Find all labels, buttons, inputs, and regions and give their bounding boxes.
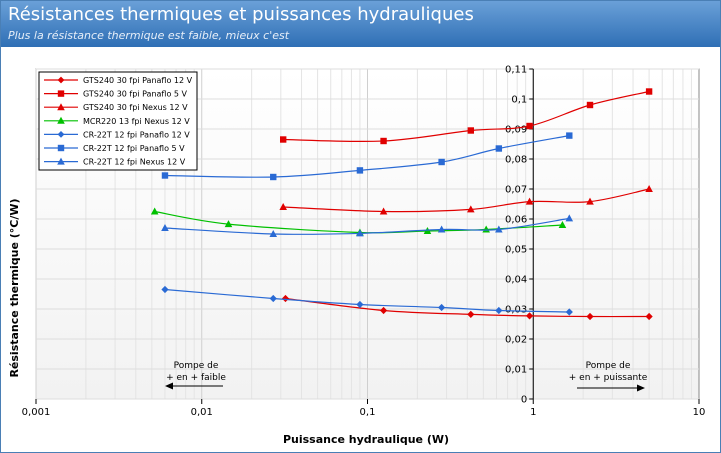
data-point: [495, 145, 503, 152]
x-tick-label: 0,01: [191, 407, 213, 418]
legend-entry: CR-22T 12 fpi Nexus 12 V: [83, 158, 186, 167]
data-point: [356, 229, 364, 237]
data-point: [526, 122, 533, 130]
data-point: [356, 300, 364, 309]
legend-marker: [57, 103, 65, 111]
arrow-left-icon: [165, 382, 223, 390]
data-point: [380, 137, 387, 145]
data-point: [558, 221, 567, 228]
data-point: [279, 203, 287, 210]
data-point: [482, 225, 490, 233]
data-point: [566, 132, 573, 139]
legend: GTS240 30 fpi Panaflo 12 V GTS240 30 fpi …: [38, 71, 198, 171]
arrow-right-icon: [577, 384, 645, 392]
y-axis-label: Résistance thermique (°C/W): [8, 198, 21, 377]
legend-marker: [57, 144, 65, 152]
legend-entry: GTS240 30 fpi Panaflo 12 V: [83, 76, 193, 85]
data-point: [150, 207, 159, 215]
data-point: [161, 224, 169, 231]
annotation-right-line2: + en + puissante: [569, 373, 648, 383]
header-bar: Résistances thermiques et puissances hyd…: [1, 1, 720, 47]
y-tick-label: 0,05: [505, 245, 527, 256]
annotations: Pompe de + en + faible Pompe de + en + p…: [165, 361, 648, 392]
y-tick-label: 0,09: [505, 125, 527, 136]
data-point: [281, 294, 290, 303]
data-point: [356, 167, 364, 174]
legend-entry: CR-22T 12 fpi Panaflo 12 V: [83, 130, 190, 139]
data-point: [495, 225, 503, 233]
legend-entry: GTS240 30 fpi Nexus 12 V: [83, 103, 188, 112]
y-tick-label: 0: [521, 395, 527, 406]
data-point: [437, 225, 446, 233]
data-point: [270, 173, 277, 181]
legend-entry: GTS240 30 fpi Panaflo 5 V: [83, 90, 188, 99]
chart-area: 0,001 0,01 0,1 1 1000,010,020,030,040,050,06…: [8, 65, 706, 447]
series: [281, 294, 653, 321]
data-point: [224, 220, 233, 228]
data-point: [438, 303, 446, 312]
x-tick-label: 0,1: [360, 407, 376, 418]
series-line: [164, 217, 570, 236]
data-point: [565, 308, 573, 316]
annotation-left-line2: + en + faible: [166, 373, 226, 383]
data-point: [565, 214, 574, 222]
y-tick-label: 0,01: [505, 365, 527, 376]
y-tick-label: 0,1: [511, 95, 527, 106]
y-tick-label: 0,08: [505, 155, 527, 166]
data-point: [467, 127, 475, 134]
y-tick-label: 0,07: [505, 185, 527, 196]
legend-marker: [57, 157, 65, 165]
x-tick-label: 0,001: [22, 407, 51, 418]
data-point: [379, 306, 388, 315]
data-point: [438, 158, 445, 166]
y-tick-label: 0,11: [505, 65, 527, 76]
x-axis-label: Puissance hydraulique (W): [283, 433, 449, 446]
data-point: [467, 310, 475, 318]
legend-marker: [57, 116, 65, 124]
legend-entry: CR-22T 12 fpi Panaflo 5 V: [83, 144, 185, 153]
data-point: [645, 185, 653, 192]
y-tick-label: 0,03: [505, 305, 527, 316]
axes: 0,001 0,01 0,1 1 1000,010,020,030,040,050,06…: [22, 65, 706, 419]
data-point: [495, 306, 503, 315]
y-tick-label: 0,06: [505, 215, 527, 226]
data-point: [586, 101, 594, 109]
chart-title: Résistances thermiques et puissances hyd…: [8, 4, 474, 25]
data-point: [586, 312, 594, 321]
series: [279, 88, 653, 145]
annotation-right-line1: Pompe de: [586, 361, 631, 371]
annotation-left-line1: Pompe de: [174, 361, 219, 371]
data-point: [467, 205, 475, 213]
data-point: [161, 285, 169, 294]
legend-marker: [57, 76, 65, 84]
series: [279, 185, 653, 215]
data-point: [279, 136, 287, 143]
legend-entry: MCR220 13 fpi Nexus 12 V: [83, 117, 190, 126]
data-point: [161, 172, 169, 179]
series-layer: [150, 88, 653, 321]
x-tick-label: 1: [530, 407, 536, 418]
legend-marker: [57, 90, 65, 97]
series: [161, 214, 574, 237]
data-point: [586, 197, 594, 205]
data-point: [269, 230, 278, 237]
series: [161, 132, 573, 181]
data-point: [645, 88, 653, 95]
data-point: [525, 312, 534, 320]
chart-subtitle: Plus la résistance thermique est faible,…: [8, 29, 290, 42]
series: [161, 285, 573, 316]
x-tick-label: 10: [693, 407, 706, 418]
data-point: [525, 197, 534, 205]
y-tick-label: 0,02: [505, 335, 527, 346]
data-point: [379, 207, 388, 215]
legend-marker: [57, 131, 65, 138]
data-point: [645, 312, 653, 321]
data-point: [269, 294, 277, 303]
y-tick-label: 0,04: [505, 275, 527, 286]
